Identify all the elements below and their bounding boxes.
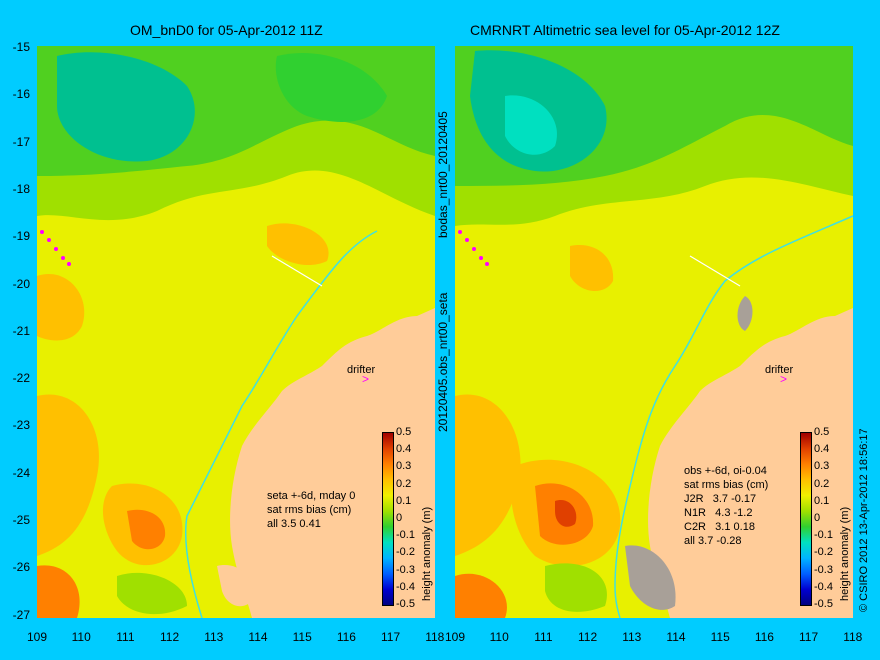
colorbar-tick-label: -0.2	[814, 546, 833, 559]
x-tick-label-right: 115	[710, 630, 730, 644]
x-tick-label-right: 111	[534, 630, 553, 644]
left-annotation-line: seta +-6d, mday 0	[267, 490, 356, 502]
colorbar-tick-label: -0.1	[396, 529, 415, 542]
x-tick-label-left: 112	[160, 630, 180, 644]
right-drifter-track: >	[458, 230, 787, 386]
colorbar-tick-label: 0.5	[814, 426, 830, 438]
credit-label: © CSIRO 2012 13-Apr-2012 18:56:17	[858, 428, 870, 612]
colorbar-tick-label: -0.4	[814, 580, 833, 593]
side-label-top: bodas_nrt00_20120405	[436, 111, 450, 238]
left-colorbar	[382, 432, 394, 606]
colorbar-tick-label: -0.4	[396, 580, 415, 593]
x-tick-label-right: 110	[489, 630, 509, 644]
colorbar-tick-label: -0.3	[396, 563, 415, 576]
colorbar-tick-label: 0.4	[814, 443, 830, 456]
svg-text:>: >	[780, 372, 787, 386]
x-tick-label-right: 118	[843, 630, 863, 644]
right-annotation: obs +-6d, oi-0.04 sat rms bias (cm) J2R 3.…	[684, 464, 768, 548]
x-tick-label-left: 109	[26, 630, 48, 644]
x-tick-label-right: 109	[444, 630, 466, 644]
colorbar-tick-label: 0.2	[814, 477, 830, 490]
right-map[interactable]: > drifter obs +-6d, oi-0.04 sat rms bias …	[455, 46, 853, 618]
left-colorbar-label: height anomaly (m)	[421, 506, 433, 601]
y-tick-label: -20	[12, 276, 30, 291]
left-annotation-line: all 3.5 0.41	[267, 518, 321, 530]
y-tick-label: -17	[12, 134, 30, 149]
right-annotation-line: J2R 3.7 -0.17	[684, 493, 757, 505]
colorbar-tick-label: 0.2	[396, 477, 412, 490]
y-tick-label: -15	[12, 40, 30, 54]
right-annotation-line: obs +-6d, oi-0.04	[684, 465, 767, 477]
y-tick-label: -18	[12, 181, 30, 196]
y-tick-label: -26	[12, 560, 30, 575]
x-tick-label-left: 111	[116, 630, 135, 644]
left-drifter-label: drifter	[347, 364, 376, 376]
y-tick-label: -22	[12, 371, 30, 386]
right-annotation-line: C2R 3.1 0.18	[684, 521, 755, 533]
right-map-field: >	[455, 46, 853, 618]
x-tick-label-right: 114	[666, 630, 686, 644]
left-map[interactable]: > drifter seta +-6d, mday 0 sat rms bias …	[37, 46, 435, 618]
x-tick-label-right: 117	[799, 630, 819, 644]
left-annotation-line: sat rms bias (cm)	[267, 504, 352, 516]
x-tick-label-left: 113	[204, 630, 224, 644]
x-tick-label-left: 114	[248, 630, 268, 644]
left-annotation: seta +-6d, mday 0 sat rms bias (cm) all 3.…	[267, 489, 355, 531]
colorbar-tick-label: 0.5	[396, 426, 412, 438]
y-tick-label: -16	[12, 87, 30, 102]
svg-text:>: >	[362, 372, 369, 386]
x-tick-label-right: 113	[622, 630, 642, 644]
colorbar-tick-label: 0.3	[396, 460, 412, 473]
colorbar-tick-label: 0.3	[814, 460, 830, 473]
colorbar-tick-label: 0.1	[814, 494, 830, 507]
y-tick-label: -23	[12, 418, 30, 433]
y-tick-label: -19	[12, 229, 30, 244]
left-drifter-track: >	[40, 230, 369, 386]
right-colorbar	[800, 432, 812, 606]
colorbar-tick-label: -0.3	[814, 563, 833, 576]
left-map-title: OM_bnD0 for 05-Apr-2012 11Z	[130, 22, 323, 38]
side-label-bottom: 20120405.obs_nrt00_seta	[436, 292, 450, 432]
right-annotation-line: N1R 4.3 -1.2	[684, 507, 753, 519]
left-map-field: >	[37, 46, 435, 618]
x-tick-label-right: 116	[754, 630, 774, 644]
x-tick-label-right: 112	[578, 630, 598, 644]
right-map-title: CMRNRT Altimetric sea level for 05-Apr-2…	[470, 22, 780, 38]
colorbar-tick-label: -0.5	[814, 598, 833, 610]
colorbar-tick-label: 0.4	[396, 443, 412, 456]
x-tick-label-left: 117	[381, 630, 401, 644]
x-tick-label-left: 115	[292, 630, 312, 644]
colorbar-tick-label: 0	[396, 512, 403, 524]
y-tick-label: -21	[12, 323, 30, 338]
right-annotation-line: all 3.7 -0.28	[684, 535, 742, 547]
right-colorbar-label: height anomaly (m)	[839, 506, 851, 601]
colorbar-tick-label: 0	[814, 512, 821, 524]
x-tick-label-left: 110	[71, 630, 91, 644]
y-tick-label: -24	[12, 465, 30, 480]
y-tick-label: -25	[12, 513, 30, 527]
x-tick-label-left: 116	[336, 630, 356, 644]
colorbar-tick-label: -0.1	[814, 529, 833, 542]
colorbar-tick-label: -0.2	[396, 546, 415, 559]
x-tick-label-left: 118	[425, 630, 445, 644]
y-tick-label: -27	[12, 607, 30, 622]
right-drifter-label: drifter	[765, 364, 794, 376]
right-annotation-line: sat rms bias (cm)	[684, 479, 769, 491]
colorbar-tick-label: -0.5	[396, 598, 415, 610]
colorbar-tick-label: 0.1	[396, 494, 412, 507]
